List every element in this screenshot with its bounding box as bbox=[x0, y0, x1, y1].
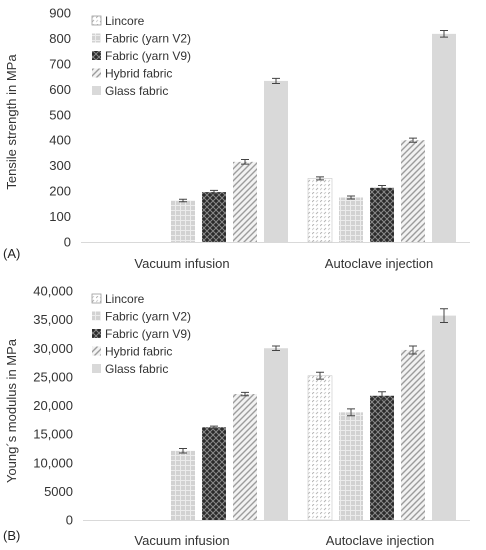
bar bbox=[307, 375, 333, 521]
legend-swatch bbox=[92, 311, 101, 321]
error-bar bbox=[440, 30, 448, 38]
x-category-label: Autoclave injection bbox=[325, 256, 433, 271]
bar bbox=[307, 178, 333, 243]
bar bbox=[171, 200, 195, 242]
error-bar bbox=[272, 77, 280, 84]
legend-swatch bbox=[92, 68, 101, 78]
bars bbox=[171, 308, 456, 521]
y-tick-label: 35,000 bbox=[33, 312, 73, 327]
legend-label: Fabric (yarn V2) bbox=[105, 310, 191, 324]
legend: Lincore Fabric (yarn V2) Fabric (yarn V9) H… bbox=[91, 14, 191, 98]
legend: Lincore Fabric (yarn V2) Fabric (yarn V9) H… bbox=[91, 292, 191, 376]
panel-label: (A) bbox=[3, 246, 20, 261]
x-category-label: Vacuum infusion bbox=[134, 256, 229, 271]
bar bbox=[339, 412, 363, 520]
error-bar bbox=[210, 189, 218, 195]
error-bar bbox=[440, 308, 448, 323]
legend-swatch bbox=[92, 51, 101, 60]
error-bar bbox=[179, 447, 187, 454]
bar bbox=[233, 394, 257, 520]
y-tick-label: 700 bbox=[49, 56, 71, 71]
legend-label: Lincore bbox=[105, 292, 145, 306]
bar bbox=[264, 80, 288, 242]
y-tick-label: 25,000 bbox=[33, 369, 73, 384]
youngs-modulus-chart: Young´s modulus in MPa (B) 0 5000 10,000 15… bbox=[3, 284, 470, 548]
legend-swatch bbox=[92, 33, 101, 43]
y-tick-labels: 0 100 200 300 400 500 600 700 800 900 bbox=[49, 6, 71, 250]
y-tick-label: 15,000 bbox=[33, 427, 73, 442]
y-tick-label: 600 bbox=[49, 82, 71, 97]
y-tick-label: 5000 bbox=[44, 484, 73, 499]
bar bbox=[339, 197, 363, 242]
y-tick-label: 10,000 bbox=[33, 455, 73, 470]
legend-label: Hybrid fabric bbox=[105, 67, 172, 81]
legend-label: Fabric (yarn V9) bbox=[105, 327, 191, 341]
y-tick-label: 20,000 bbox=[33, 398, 73, 413]
bar bbox=[370, 395, 394, 520]
legend-label: Fabric (yarn V2) bbox=[105, 32, 191, 46]
error-bar bbox=[378, 391, 386, 401]
bar bbox=[171, 450, 195, 520]
x-category-labels: Vacuum infusion Autoclave injection bbox=[134, 533, 434, 548]
legend-label: Lincore bbox=[105, 14, 145, 28]
bar bbox=[370, 187, 394, 242]
y-tick-label: 300 bbox=[49, 158, 71, 173]
y-axis-label: Young´s modulus in MPa bbox=[4, 338, 19, 483]
x-category-labels: Vacuum infusion Autoclave injection bbox=[134, 256, 433, 271]
panel-label: (B) bbox=[3, 528, 20, 543]
bar bbox=[202, 192, 226, 242]
error-bar bbox=[378, 185, 386, 191]
y-axis-label: Tensile strength in MPa bbox=[4, 54, 19, 190]
y-tick-label: 900 bbox=[49, 6, 71, 21]
legend-label: Glass fabric bbox=[105, 84, 168, 98]
legend-swatch bbox=[92, 86, 101, 95]
y-tick-label: 500 bbox=[49, 107, 71, 122]
y-tick-label: 800 bbox=[49, 31, 71, 46]
bar bbox=[401, 349, 425, 520]
error-bar bbox=[241, 159, 249, 165]
bar bbox=[233, 161, 257, 242]
error-bar bbox=[347, 408, 355, 417]
legend-swatch bbox=[91, 15, 102, 26]
y-tick-label: 30,000 bbox=[33, 341, 73, 356]
legend-label: Hybrid fabric bbox=[105, 345, 172, 359]
error-bar bbox=[316, 371, 324, 380]
error-bar bbox=[409, 345, 417, 355]
error-bar bbox=[241, 391, 249, 397]
error-bar bbox=[316, 176, 324, 181]
y-tick-label: 100 bbox=[49, 209, 71, 224]
y-tick-labels: 0 5000 10,000 15,000 20,000 25,000 30,000 35,00… bbox=[33, 284, 73, 528]
bar bbox=[432, 33, 456, 243]
legend-label: Glass fabric bbox=[105, 362, 168, 376]
y-tick-label: 400 bbox=[49, 133, 71, 148]
bar bbox=[202, 427, 226, 520]
y-tick-label: 0 bbox=[64, 235, 71, 250]
error-bar bbox=[210, 425, 218, 429]
y-tick-label: 40,000 bbox=[33, 284, 73, 299]
bar bbox=[401, 140, 425, 242]
error-bar bbox=[409, 137, 417, 143]
error-bar bbox=[272, 345, 280, 352]
x-category-label: Autoclave injection bbox=[326, 533, 434, 548]
tensile-strength-chart: Tensile strength in MPa (A) 0 100 200 300 40… bbox=[3, 6, 470, 271]
bars bbox=[171, 30, 456, 243]
x-category-label: Vacuum infusion bbox=[134, 533, 229, 548]
legend-swatch bbox=[91, 293, 102, 304]
legend-label: Fabric (yarn V9) bbox=[105, 49, 191, 63]
error-bar bbox=[179, 198, 187, 203]
bar bbox=[432, 315, 456, 520]
legend-swatch bbox=[92, 364, 101, 373]
error-bar bbox=[347, 195, 355, 200]
bar bbox=[264, 348, 288, 520]
y-tick-label: 0 bbox=[66, 513, 73, 528]
legend-swatch bbox=[92, 329, 101, 338]
y-tick-label: 200 bbox=[49, 184, 71, 199]
legend-swatch bbox=[92, 346, 101, 356]
